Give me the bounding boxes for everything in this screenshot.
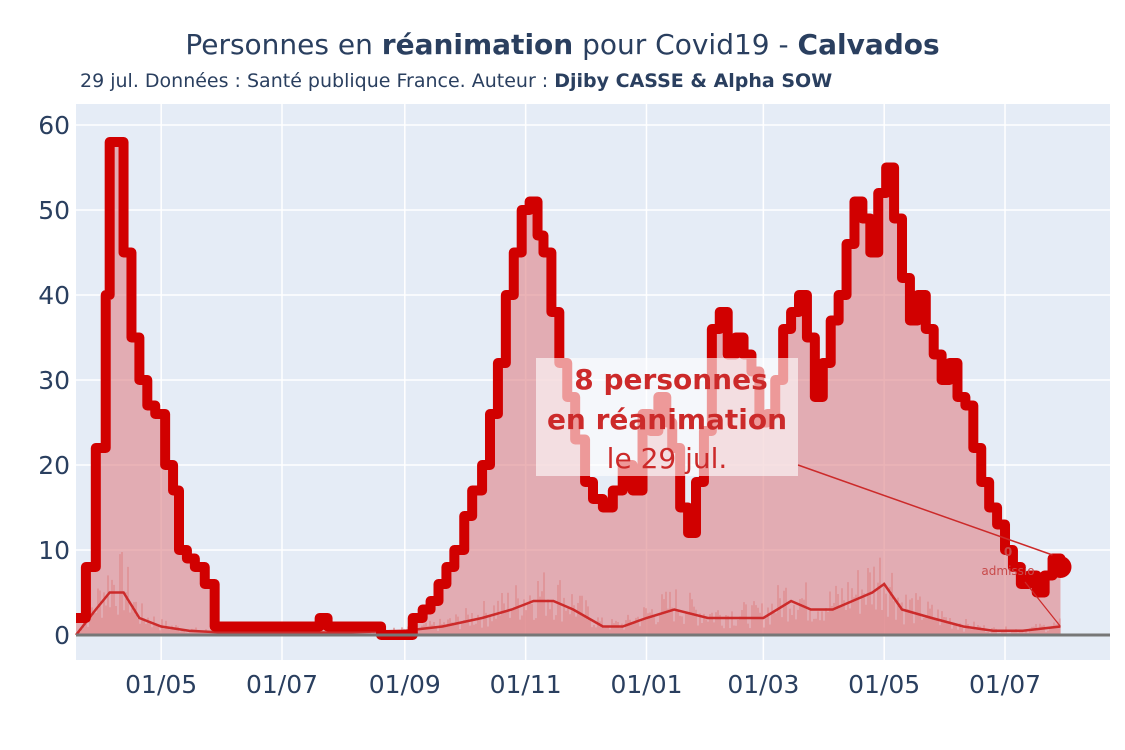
y-tick-label: 0 [54,621,70,650]
x-tick-label: 01/05 [848,670,920,699]
chart-title: Personnes en réanimation pour Covid19 - … [0,28,1125,61]
y-tick-label: 40 [38,281,70,310]
y-tick-label: 10 [38,536,70,565]
x-tick-label: 01/07 [246,670,318,699]
title-bold-region: Calvados [797,28,940,61]
x-tick-label: 01/05 [125,670,197,699]
admissions-annotation-line [1024,581,1061,627]
x-tick-label: 01/01 [610,670,682,699]
x-axis-ticks: 01/05 01/07 01/09 01/11 01/01 01/03 01/05 01/07 [125,670,1041,699]
annotation-line2: en réanimation [547,403,787,436]
x-tick-label: 01/03 [727,670,799,699]
title-prefix: Personnes en [185,28,382,61]
annotation-line1: 8 personnes [574,363,768,396]
admissions-line [75,582,1061,636]
annotation-box [536,358,798,476]
annotation-arrow-line [797,464,1053,556]
current-value-annotation: 8 personnes en réanimation le 29 jul. [536,358,798,476]
y-axis-ticks: 0 10 20 30 40 50 60 [38,111,70,650]
chart-subtitle: 29 jul. Données : Santé publique France.… [80,70,832,92]
x-tick-label: 01/09 [369,670,441,699]
admissions-annotation-label: admissio [981,564,1034,578]
x-tick-label: 01/11 [490,670,562,699]
admissions-annotation-value: 0 [1004,545,1012,559]
title-middle: pour Covid19 - [573,28,798,61]
subtitle-authors: Djiby CASSE & Alpha SOW [554,70,833,92]
y-tick-label: 50 [38,196,70,225]
x-tick-label: 01/07 [969,670,1041,699]
annotation-line3: le 29 jul. [607,442,728,475]
y-tick-label: 30 [38,366,70,395]
reanimation-area-fill [76,142,1061,635]
title-bold-metric: réanimation [381,28,574,61]
subtitle-prefix: 29 jul. Données : Santé publique France.… [80,70,555,92]
y-tick-label: 60 [38,111,70,140]
last-value-marker [1049,556,1072,578]
y-tick-label: 20 [38,451,70,480]
